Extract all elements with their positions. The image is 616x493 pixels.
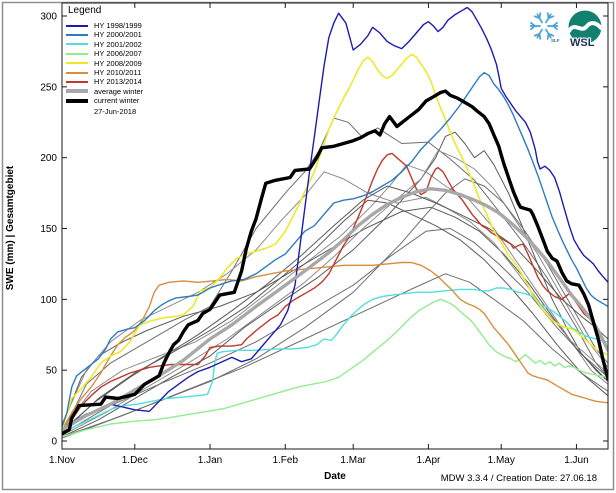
legend-swatch-average-winter bbox=[66, 89, 88, 94]
series-hy-2001-2002 bbox=[62, 287, 608, 435]
snowflake-branch bbox=[547, 32, 555, 37]
series-average-winter bbox=[62, 187, 608, 432]
series-other-winter-9 bbox=[62, 171, 608, 425]
x-tick-label: 1.Apr bbox=[416, 455, 441, 466]
series-hy-2008-2009 bbox=[62, 53, 608, 431]
x-tick-label: 1.May bbox=[488, 455, 515, 466]
legend-label-hy-2008-2009: HY 2008/2009 bbox=[94, 58, 142, 68]
legend-title: Legend bbox=[68, 5, 102, 16]
legend-label-hy-1998-1999: HY 1998/1999 bbox=[94, 20, 142, 30]
series-other-winter-1 bbox=[62, 117, 608, 435]
snowflake-branch bbox=[552, 21, 558, 27]
series-other-winter-8 bbox=[62, 199, 608, 433]
x-tick-label: 1.Jun bbox=[564, 455, 588, 466]
chart-legend: Legend HY 1998/1999 HY 2000/2001 HY 2001/2… bbox=[66, 5, 196, 116]
legend-item-hy-2010-2011: HY 2010/2011 bbox=[66, 68, 196, 77]
series-other-winter-6 bbox=[62, 150, 608, 436]
x-tick-label: 1.Mar bbox=[340, 455, 366, 466]
x-tick-label: 1.Dec bbox=[122, 455, 148, 466]
axis-ticks bbox=[61, 3, 608, 449]
legend-item-hy-2008-2009: HY 2008/2009 bbox=[66, 59, 196, 68]
x-tick-label: 1.Jan bbox=[198, 455, 222, 466]
footer-creation-date: MDW 3.3.4 / Creation Date: 27.06.18 bbox=[441, 473, 597, 484]
legend-label-hy-2006-2007: HY 2006/2007 bbox=[94, 49, 142, 59]
plot-box bbox=[61, 2, 609, 450]
legend-swatch-current-winter bbox=[66, 98, 88, 103]
legend-item-current-winter: current winter bbox=[66, 96, 196, 105]
legend-swatch-hy-2001-2002 bbox=[66, 43, 88, 46]
series-other-winter-10 bbox=[62, 273, 608, 439]
y-tick-label: 300 bbox=[40, 12, 57, 23]
slf-logo-text: SLF bbox=[551, 38, 560, 43]
x-tick-label: 1.Nov bbox=[49, 455, 75, 466]
y-tick-label: 0 bbox=[51, 437, 57, 448]
series-current-winter bbox=[62, 89, 608, 436]
legend-swatch-hy-2006-2007 bbox=[66, 52, 88, 55]
x-axis-label: Date bbox=[324, 471, 346, 482]
series-hy-2000-2001 bbox=[62, 72, 608, 428]
legend-item-hy-2000-2001: HY 2000/2001 bbox=[66, 30, 196, 39]
axis-tick-labels: 1.Nov 1.Dec 1.Jan 1.Feb 1.Mar 1.Apr 1.May 1.Jun… bbox=[40, 12, 588, 467]
legend-item-average-winter: average winter bbox=[66, 87, 196, 96]
series-other-winter-11 bbox=[62, 185, 608, 432]
y-tick-label: 150 bbox=[40, 224, 57, 235]
snowflake-icon bbox=[529, 12, 559, 40]
snowflake-branch bbox=[530, 25, 536, 31]
legend-rows: HY 1998/1999 HY 2000/2001 HY 2001/2002 HY 2… bbox=[66, 21, 196, 106]
legend-swatch-hy-2000-2001 bbox=[66, 34, 88, 37]
wsl-logo-text: WSL bbox=[570, 37, 595, 49]
series-layer bbox=[62, 6, 608, 439]
snowflake-branch bbox=[533, 15, 541, 20]
legend-swatch-hy-2008-2009 bbox=[66, 62, 88, 65]
series-hy-2010-2011 bbox=[62, 261, 608, 431]
legend-swatch-hy-1998-1999 bbox=[66, 24, 88, 27]
legend-swatch-hy-2013-2014 bbox=[66, 81, 88, 84]
legend-label-hy-2010-2011: HY 2010/2011 bbox=[94, 67, 142, 77]
legend-label-average-winter: average winter bbox=[94, 86, 144, 96]
legend-label-hy-2001-2002: HY 2001/2002 bbox=[94, 39, 142, 49]
legend-item-hy-2001-2002: HY 2001/2002 bbox=[66, 40, 196, 49]
series-hy-2013-2014 bbox=[62, 152, 608, 434]
legend-item-hy-2013-2014: HY 2013/2014 bbox=[66, 77, 196, 86]
legend-item-hy-1998-1999: HY 1998/1999 bbox=[66, 21, 196, 30]
snowflake-branch bbox=[546, 12, 550, 20]
snowflake-branch bbox=[538, 32, 542, 40]
legend-label-current-winter: current winter bbox=[94, 96, 140, 106]
y-tick-label: 100 bbox=[40, 295, 57, 306]
slf-logo: SLF bbox=[529, 12, 560, 43]
y-tick-label: 250 bbox=[40, 82, 57, 93]
y-tick-label: 200 bbox=[40, 153, 57, 164]
legend-item-hy-2006-2007: HY 2006/2007 bbox=[66, 49, 196, 58]
series-hy-2006-2007 bbox=[62, 298, 608, 438]
legend-current-date: 27-Jun-2018 bbox=[94, 106, 137, 116]
wsl-logo: WSL bbox=[567, 10, 603, 50]
y-axis-label: SWE (mm) | Gesamtgebiet bbox=[5, 165, 16, 290]
wsl-wave-icon bbox=[567, 21, 603, 33]
series-other-winter-7 bbox=[62, 178, 608, 438]
legend-label-hy-2013-2014: HY 2013/2014 bbox=[94, 77, 142, 87]
legend-swatch-hy-2010-2011 bbox=[66, 71, 88, 74]
x-tick-label: 1.Feb bbox=[272, 455, 298, 466]
series-hy-1998-1999 bbox=[62, 6, 608, 431]
y-tick-label: 50 bbox=[46, 366, 58, 377]
legend-label-hy-2000-2001: HY 2000/2001 bbox=[94, 30, 142, 40]
